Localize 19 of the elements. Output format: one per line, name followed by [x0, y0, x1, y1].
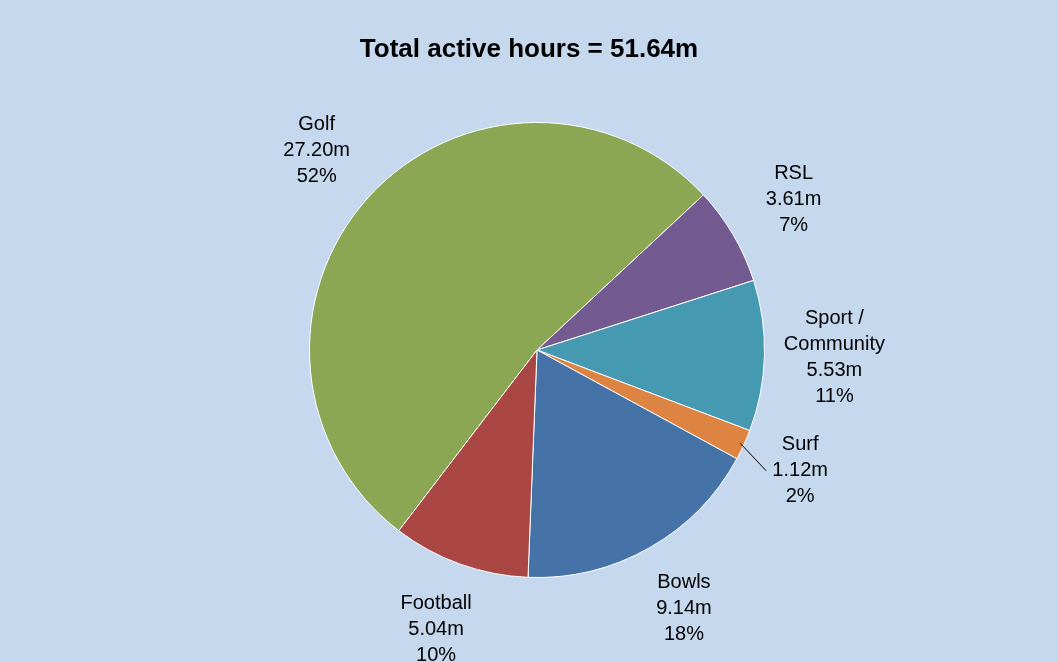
- text: 2%: [785, 484, 815, 507]
- data-label: 5.53m: [806, 358, 863, 381]
- chart-title: Total active hours = 51.64m: [359, 33, 699, 64]
- slice-label: Sport / Community: [783, 306, 885, 355]
- slice-label: Golf: [298, 111, 336, 134]
- text: 52%: [296, 163, 337, 186]
- text: 11%: [815, 384, 854, 407]
- slice-label: RSL: [774, 160, 814, 183]
- slice-label: Football: [400, 591, 472, 614]
- data-label: 5.04m: [408, 617, 464, 640]
- data-label: 3.61m: [765, 186, 822, 209]
- slice-label: Surf: [781, 432, 819, 455]
- slice-label: Bowls: [657, 570, 711, 593]
- data-label: 1.12m: [772, 458, 828, 481]
- data-label: 27.20m: [283, 137, 351, 160]
- data-label: 9.14m: [656, 596, 712, 619]
- text: 18%: [663, 622, 705, 645]
- text: 10%: [416, 643, 457, 662]
- text: 7%: [779, 212, 809, 235]
